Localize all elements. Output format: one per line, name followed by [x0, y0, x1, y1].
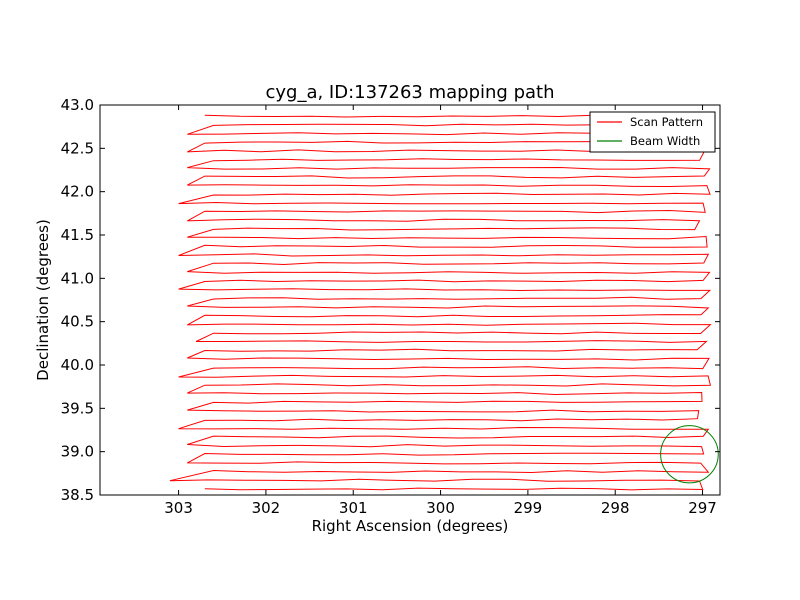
plot-frame — [99, 104, 721, 496]
y-tick-label: 41.5 — [61, 226, 94, 244]
y-tick-label: 43.0 — [61, 96, 94, 114]
x-tick-label: 303 — [164, 499, 193, 517]
y-tick-label: 42.5 — [61, 139, 94, 157]
x-tick-label: 301 — [339, 499, 368, 517]
y-tick-label: 42.0 — [61, 183, 94, 201]
x-tick-label: 299 — [514, 499, 543, 517]
y-tick-label: 39.5 — [61, 399, 94, 417]
scan-pattern-line — [169, 114, 712, 491]
legend-label-beam: Beam Width — [630, 134, 700, 148]
x-axis-title: Right Ascension (degrees) — [312, 517, 509, 535]
y-tick-label: 41.0 — [61, 269, 94, 287]
beam-width-series — [660, 425, 719, 484]
y-tick-label: 38.5 — [61, 486, 94, 504]
y-axis: 38.5 39.0 39.5 40.0 40.5 41.0 41.5 42.0 42.5 43.0 — [61, 96, 720, 504]
y-axis-title: Declination (degrees) — [34, 219, 52, 381]
legend-box — [589, 111, 716, 153]
legend-label-scan: Scan Pattern — [630, 115, 703, 129]
x-tick-label: 300 — [426, 499, 455, 517]
legend: Scan Pattern Beam Width — [589, 111, 716, 153]
x-axis: 303 302 301 300 299 298 297 — [164, 105, 717, 517]
x-tick-label: 302 — [252, 499, 281, 517]
x-tick-label: 298 — [601, 499, 630, 517]
y-tick-label: 40.0 — [61, 356, 94, 374]
beam-width-circle — [660, 425, 719, 484]
chart-title: cyg_a, ID:137263 mapping path — [265, 82, 554, 103]
scan-pattern-series — [169, 114, 712, 491]
x-tick-label: 297 — [688, 499, 717, 517]
y-tick-label: 40.5 — [61, 313, 94, 331]
y-tick-label: 39.0 — [61, 443, 94, 461]
